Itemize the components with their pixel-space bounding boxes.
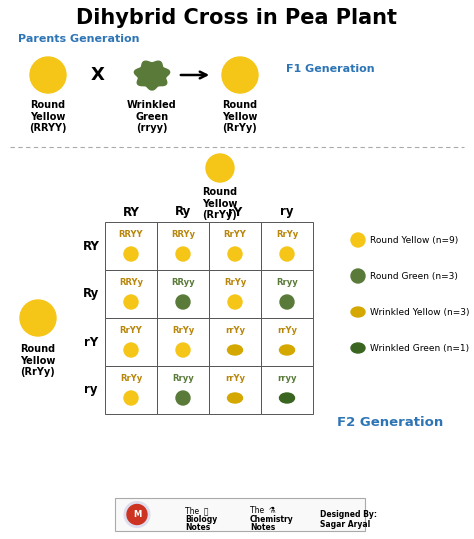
Text: The  ⚗️: The ⚗️ [250, 506, 276, 515]
Text: Notes: Notes [185, 523, 210, 532]
Text: rrYy: rrYy [277, 326, 297, 335]
Text: The  🌿: The 🌿 [185, 506, 209, 515]
Ellipse shape [351, 307, 365, 317]
Bar [209, 270, 261, 318]
Text: RrYy: RrYy [120, 374, 142, 383]
Text: rY: rY [84, 335, 98, 349]
Text: F2 Generation: F2 Generation [337, 416, 443, 429]
Text: Round
Yellow
(RrYy): Round Yellow (RrYy) [20, 344, 55, 377]
Text: Ry: Ry [83, 287, 99, 301]
Ellipse shape [228, 345, 243, 355]
Ellipse shape [228, 393, 243, 403]
Text: RrYy: RrYy [172, 326, 194, 335]
Text: Biology: Biology [185, 515, 217, 524]
Bar [105, 222, 157, 270]
Text: RrYY: RrYY [119, 326, 142, 335]
Circle shape [124, 501, 150, 528]
Text: Wrinkled
Green
(rryy): Wrinkled Green (rryy) [127, 100, 177, 133]
Text: Wrinkled Green (n=1): Wrinkled Green (n=1) [370, 343, 469, 353]
Bar [209, 366, 261, 414]
Circle shape [124, 247, 138, 261]
Circle shape [176, 343, 190, 357]
Text: RrYY: RrYY [224, 230, 246, 239]
Circle shape [228, 295, 242, 309]
Text: Rryy: Rryy [276, 278, 298, 287]
Circle shape [176, 391, 190, 405]
Bar [261, 366, 313, 414]
Polygon shape [135, 61, 170, 90]
Bar [157, 318, 209, 366]
Circle shape [176, 295, 190, 309]
Text: Rryy: Rryy [172, 374, 194, 383]
Circle shape [124, 295, 138, 309]
Circle shape [20, 300, 56, 336]
Bar [157, 270, 209, 318]
Circle shape [30, 57, 66, 93]
Text: RrYy: RrYy [276, 230, 298, 239]
Bar [157, 222, 209, 270]
Circle shape [127, 505, 147, 524]
Text: RY: RY [82, 239, 100, 252]
Text: rrYy: rrYy [225, 326, 245, 335]
Text: Ry: Ry [175, 205, 191, 218]
Bar [209, 318, 261, 366]
Ellipse shape [280, 345, 294, 355]
Text: Dihybrid Cross in Pea Plant: Dihybrid Cross in Pea Plant [76, 8, 398, 28]
Ellipse shape [351, 343, 365, 353]
Text: Round
Yellow
(RrYy): Round Yellow (RrYy) [202, 187, 237, 220]
Text: Chemistry: Chemistry [250, 515, 294, 524]
Bar [157, 366, 209, 414]
Text: rryy: rryy [277, 374, 297, 383]
Bar [105, 270, 157, 318]
Circle shape [206, 154, 234, 182]
Text: M: M [133, 510, 141, 519]
Bar [209, 222, 261, 270]
Ellipse shape [280, 393, 294, 403]
Circle shape [124, 343, 138, 357]
Circle shape [124, 391, 138, 405]
Text: Round
Yellow
(RrYy): Round Yellow (RrYy) [222, 100, 258, 133]
Text: RY: RY [123, 205, 139, 218]
Circle shape [351, 233, 365, 247]
Text: rY: rY [228, 205, 242, 218]
Bar [105, 366, 157, 414]
Text: Designed By:
Sagar Aryal: Designed By: Sagar Aryal [320, 510, 377, 529]
Circle shape [176, 247, 190, 261]
Text: RRYy: RRYy [171, 230, 195, 239]
Circle shape [228, 247, 242, 261]
Circle shape [222, 57, 258, 93]
Text: Notes: Notes [250, 523, 275, 532]
Text: ry: ry [280, 205, 294, 218]
Text: RRYy: RRYy [119, 278, 143, 287]
Text: F1 Generation: F1 Generation [286, 64, 374, 74]
Bar [105, 318, 157, 366]
Circle shape [280, 247, 294, 261]
Text: Round Yellow (n=9): Round Yellow (n=9) [370, 236, 458, 245]
Text: Round Green (n=3): Round Green (n=3) [370, 272, 458, 280]
Circle shape [280, 295, 294, 309]
Text: RRYY: RRYY [119, 230, 143, 239]
Circle shape [351, 269, 365, 283]
Bar [261, 318, 313, 366]
Text: rrYy: rrYy [225, 374, 245, 383]
Text: ry: ry [84, 384, 98, 397]
Text: X: X [91, 66, 105, 84]
Bar [115, 498, 365, 531]
Text: Parents Generation: Parents Generation [18, 34, 139, 44]
Text: Round
Yellow
(RRYY): Round Yellow (RRYY) [29, 100, 67, 133]
Bar [261, 222, 313, 270]
Bar [261, 270, 313, 318]
Text: Wrinkled Yellow (n=3): Wrinkled Yellow (n=3) [370, 308, 470, 316]
Text: RrYy: RrYy [224, 278, 246, 287]
Text: RRyy: RRyy [171, 278, 195, 287]
